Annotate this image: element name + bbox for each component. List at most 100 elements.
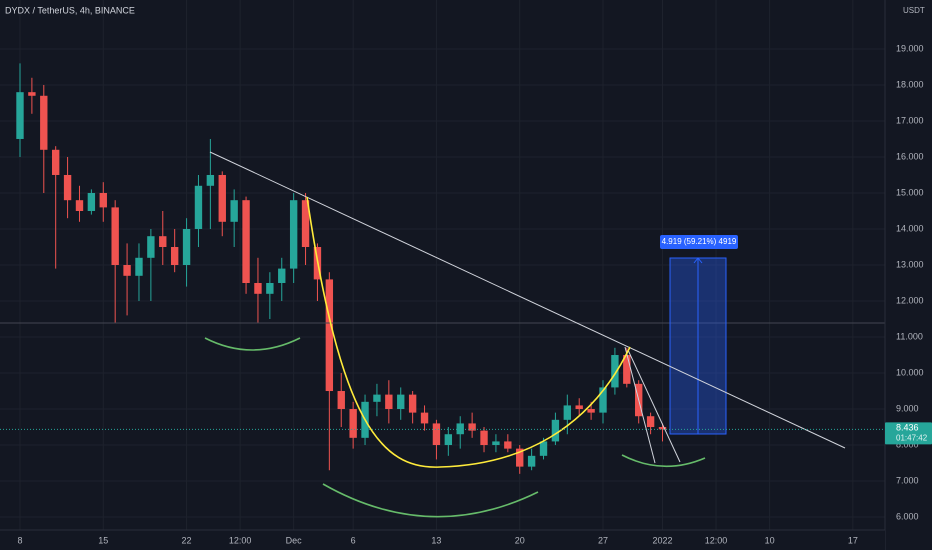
x-tick-label: 22 <box>182 535 192 545</box>
candle-body <box>278 268 286 284</box>
candle-body <box>159 236 167 247</box>
candle-body <box>504 441 512 449</box>
candle-body <box>646 416 655 428</box>
candle-body <box>539 441 548 456</box>
candle-body <box>75 200 84 211</box>
x-tick-label: 27 <box>598 535 608 545</box>
y-tick-label: 14.000 <box>896 223 924 233</box>
candle-body <box>492 441 500 446</box>
candle-body <box>194 185 203 229</box>
x-tick-label: 13 <box>431 535 441 545</box>
x-tick-label: 8 <box>17 535 22 545</box>
candle-body <box>468 423 476 431</box>
candle-body <box>432 423 441 446</box>
candle-body <box>408 394 417 413</box>
x-tick-label: Dec <box>286 535 303 545</box>
chart-title: DYDX / TetherUS, 4h, BINANCE <box>5 5 135 15</box>
y-tick-label: 16.000 <box>896 151 924 161</box>
measure-arrowhead <box>693 257 703 264</box>
y-tick-label: 19.000 <box>896 43 924 53</box>
candle-body <box>51 149 60 175</box>
candle-body <box>444 434 453 446</box>
unit-label: USDT <box>903 6 925 15</box>
candle-body <box>516 448 524 467</box>
candle-body <box>242 200 250 284</box>
candle-body <box>206 174 215 186</box>
measure-label-bg <box>660 235 738 249</box>
candle-body <box>123 265 131 276</box>
candle-body <box>147 236 155 258</box>
y-tick-label: 13.000 <box>896 259 924 269</box>
candle-body <box>551 419 560 442</box>
candle-body <box>337 391 345 410</box>
y-tick-label: 6.000 <box>896 511 919 521</box>
price-axis <box>885 0 932 550</box>
candle-body <box>397 394 405 410</box>
candle-body <box>135 257 143 276</box>
y-tick-label: 15.000 <box>896 187 924 197</box>
y-tick-label: 7.000 <box>896 475 919 485</box>
last-price-tag <box>885 422 932 445</box>
trend-line <box>209 151 846 449</box>
x-tick-label: 15 <box>98 535 108 545</box>
x-tick-label: 2022 <box>652 535 672 545</box>
candle-body <box>611 355 619 388</box>
y-tick-label: 11.000 <box>896 331 923 341</box>
candle-body <box>63 174 72 201</box>
candle-body <box>170 246 179 265</box>
candle-body <box>40 95 48 150</box>
candle-body <box>218 174 226 222</box>
candle-body <box>658 427 667 430</box>
y-tick-label: 10.000 <box>896 367 924 377</box>
candle-body <box>480 430 488 446</box>
measure-label: 4.919 (59.21%) 4919 <box>662 237 737 246</box>
candle-body <box>230 200 238 222</box>
y-tick-label: 17.000 <box>896 115 924 125</box>
candle-body <box>16 92 24 139</box>
shoulder-arc <box>621 454 706 468</box>
wedge-line <box>627 349 681 463</box>
candle-body <box>575 405 583 410</box>
x-tick-label: 12:00 <box>705 535 728 545</box>
candle-body <box>325 279 334 392</box>
candle-body <box>182 228 191 265</box>
candle-body <box>456 423 464 435</box>
candle-body <box>254 283 262 294</box>
candle-body <box>111 207 119 265</box>
x-tick-label: 20 <box>515 535 525 545</box>
head-arc <box>322 483 539 518</box>
candle-body <box>87 192 96 211</box>
wedge-line <box>624 346 656 464</box>
candle-body <box>99 192 107 208</box>
y-tick-label: 12.000 <box>896 295 924 305</box>
candle-body <box>420 412 429 424</box>
y-tick-label: 8.000 <box>896 439 919 449</box>
candle-body <box>623 355 631 384</box>
countdown-label: 01:47:42 <box>896 433 928 442</box>
candle-body <box>385 394 393 410</box>
shoulder-arc <box>204 337 301 351</box>
candle-body <box>527 455 536 467</box>
y-tick-label: 18.000 <box>896 79 924 89</box>
x-tick-label: 6 <box>351 535 356 545</box>
candle-body <box>301 200 310 247</box>
candle-body <box>289 200 298 269</box>
cup-curve <box>306 196 631 468</box>
candle-body <box>599 387 607 413</box>
candle-body <box>373 394 381 402</box>
candle-body <box>28 92 36 96</box>
candle-body <box>349 409 357 438</box>
candle-body <box>563 405 572 420</box>
x-tick-label: 10 <box>765 535 775 545</box>
x-tick-label: 12:00 <box>229 535 252 545</box>
last-price-label: 8.436 <box>896 423 919 433</box>
y-tick-label: 9.000 <box>896 403 919 413</box>
x-tick-label: 17 <box>848 535 858 545</box>
candle-body <box>266 283 274 294</box>
time-axis <box>0 530 885 550</box>
candle-body <box>587 409 595 413</box>
